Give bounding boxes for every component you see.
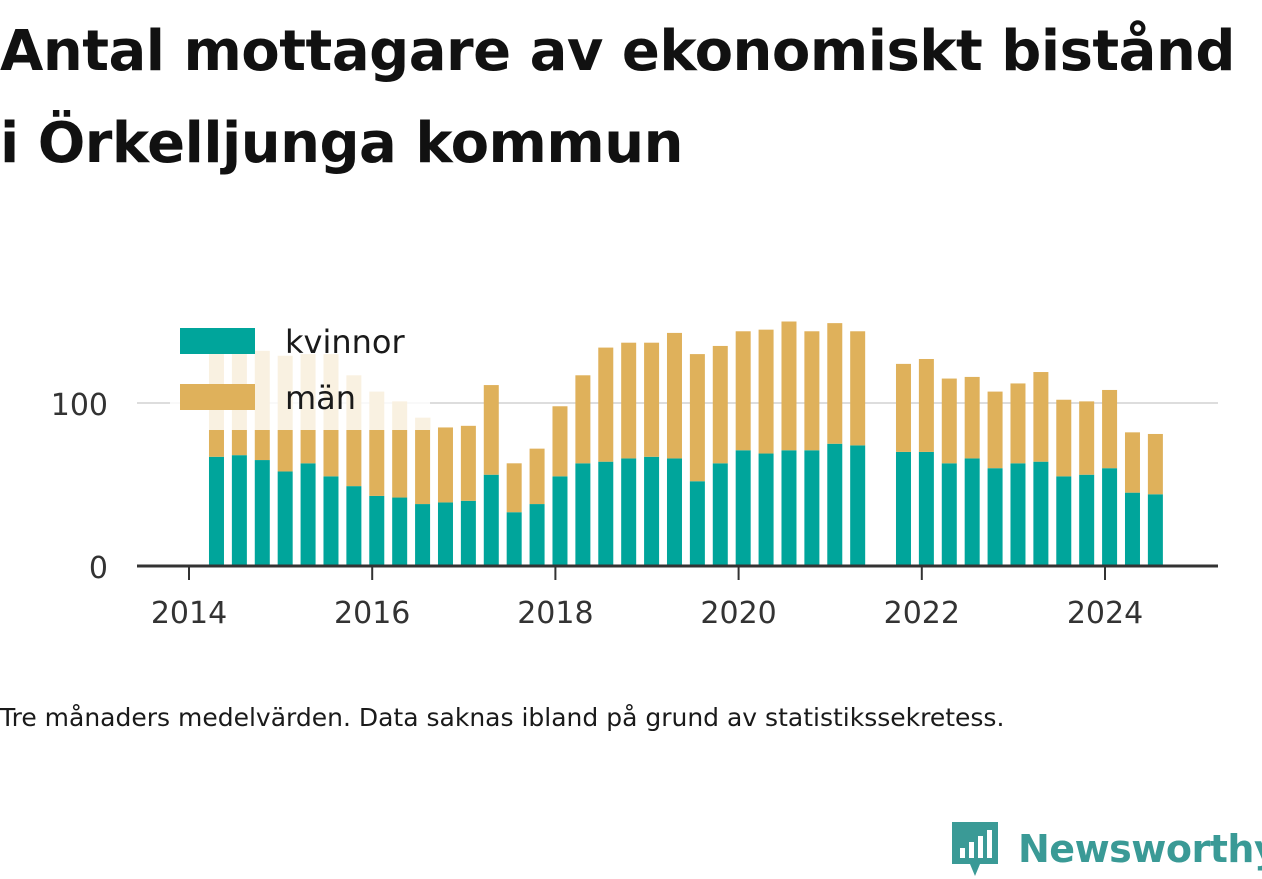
chart-note: Tre månaders medelvärden. Data saknas ib…	[0, 703, 1005, 732]
bar-man	[941, 378, 957, 464]
chart-title: Antal mottagare av ekonomiskt bistånd i …	[0, 19, 1235, 176]
x-tick-label: 2016	[334, 596, 410, 631]
bar-kvinnor	[415, 504, 431, 566]
bar-kvinnor	[850, 445, 866, 566]
y-tick-label: 100	[51, 388, 108, 423]
bar-kvinnor	[1102, 468, 1118, 566]
bar-kvinnor	[483, 474, 499, 566]
bar-kvinnor	[254, 460, 270, 566]
x-tick-label: 2024	[1067, 596, 1143, 631]
bar-man	[758, 329, 774, 454]
bar-man	[1056, 399, 1072, 477]
bar-man	[850, 331, 866, 446]
x-tick-label: 2022	[884, 596, 960, 631]
bar-kvinnor	[1147, 494, 1163, 566]
bar-man	[437, 427, 453, 503]
legend-swatch	[180, 384, 255, 410]
bar-man	[1033, 372, 1049, 462]
axes: 0 100 2014 2016 2018 2020 2022 2024	[51, 388, 1218, 631]
bar-man	[552, 406, 568, 477]
bar-kvinnor	[529, 504, 545, 566]
bar-kvinnor	[598, 461, 614, 566]
legend-label: kvinnor	[285, 323, 406, 361]
bar-man	[529, 448, 545, 505]
bar-man	[506, 463, 522, 513]
bar-kvinnor	[231, 455, 247, 566]
bar-man	[1102, 389, 1118, 469]
bar-kvinnor	[735, 450, 751, 566]
bar-kvinnor	[918, 451, 934, 566]
legend: kvinnor män	[170, 318, 430, 430]
bar-kvinnor	[781, 450, 797, 566]
bar-man	[460, 425, 476, 501]
bar-man	[827, 323, 843, 444]
bar-kvinnor	[666, 458, 682, 566]
brand-logo: Newsworthy	[950, 820, 1262, 878]
bar-kvinnor	[346, 486, 362, 566]
bar-man	[483, 385, 499, 475]
bar-kvinnor	[1124, 492, 1140, 566]
bar-man	[666, 332, 682, 459]
bar-kvinnor	[552, 476, 568, 566]
bar-man	[918, 358, 934, 452]
bar-man	[1147, 433, 1163, 495]
bar-man	[415, 417, 431, 505]
bar-kvinnor	[369, 495, 385, 566]
bar-kvinnor	[1010, 463, 1026, 566]
bar-man	[1010, 383, 1026, 464]
bar-kvinnor	[941, 463, 957, 566]
x-tick-label: 2020	[700, 596, 776, 631]
bar-man	[689, 354, 705, 482]
bar-man	[712, 345, 728, 464]
bar-man	[781, 321, 797, 451]
bar-kvinnor	[392, 497, 408, 566]
bar-kvinnor	[1056, 476, 1072, 566]
bar-man	[621, 342, 637, 459]
bar-kvinnor	[506, 512, 522, 566]
bar-man	[598, 347, 614, 462]
bar-kvinnor	[460, 500, 476, 566]
bar-kvinnor	[437, 502, 453, 566]
bar-kvinnor	[277, 471, 293, 566]
bar-kvinnor	[300, 463, 316, 566]
newsworthy-logo-icon	[952, 822, 998, 876]
bar-kvinnor	[964, 458, 980, 566]
bar-kvinnor	[712, 463, 728, 566]
bar-kvinnor	[575, 463, 591, 566]
bar-kvinnor	[689, 481, 705, 566]
x-tick-label: 2018	[517, 596, 593, 631]
bar-kvinnor	[827, 443, 843, 566]
bar-kvinnor	[758, 453, 774, 566]
y-tick-label: 0	[89, 551, 108, 586]
legend-swatch	[180, 328, 255, 354]
bar-man	[1124, 432, 1140, 493]
bar-man	[804, 331, 820, 451]
bar-man	[964, 376, 980, 459]
bar-kvinnor	[804, 450, 820, 566]
bar-kvinnor	[895, 451, 911, 566]
bar-kvinnor	[1079, 474, 1095, 566]
bar-kvinnor	[987, 468, 1003, 566]
bar-kvinnor	[1033, 461, 1049, 566]
bar-kvinnor	[644, 456, 660, 566]
bar-man	[575, 375, 591, 464]
bar-man	[644, 342, 660, 457]
legend-label: män	[285, 379, 356, 417]
bar-man	[987, 391, 1003, 469]
x-tick-label: 2014	[151, 596, 227, 631]
bar-man	[1079, 401, 1095, 475]
brand-name: Newsworthy	[1018, 827, 1262, 871]
bar-kvinnor	[621, 458, 637, 566]
bar-man	[735, 331, 751, 451]
chart: 0 100 2014 2016 2018 2020 2022 2024 kvinnor män	[50, 318, 1218, 631]
bar-kvinnor	[323, 476, 339, 566]
bar-man	[895, 363, 911, 452]
bar-kvinnor	[208, 456, 224, 566]
